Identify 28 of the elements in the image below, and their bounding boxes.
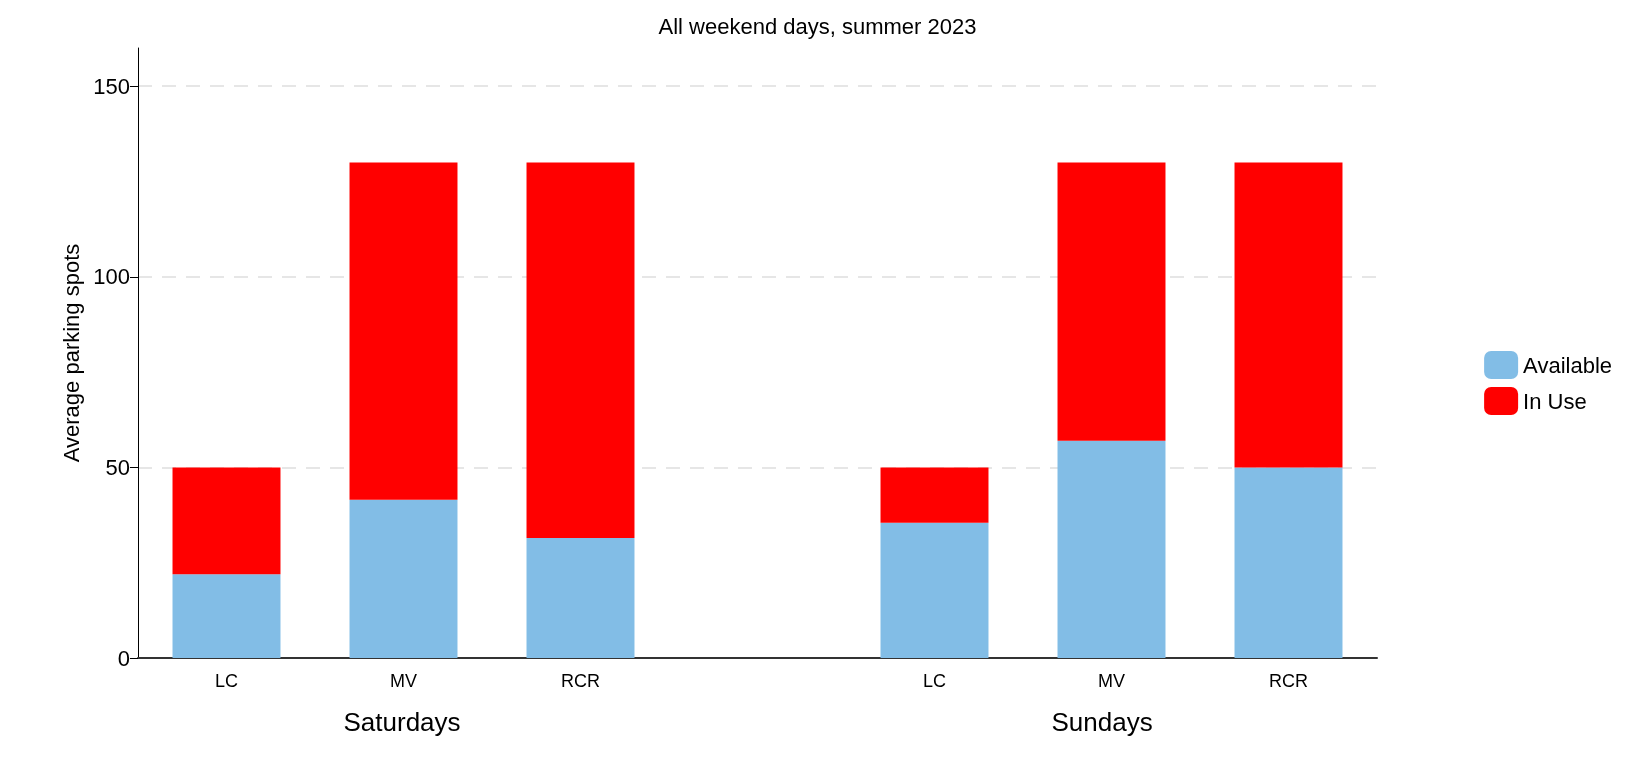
legend-label: In Use	[1523, 388, 1587, 414]
bar	[349, 162, 458, 500]
bar	[172, 574, 281, 658]
x-tick-label: RCR	[561, 671, 600, 691]
y-tick-label: 50	[105, 454, 130, 480]
bar	[526, 537, 635, 658]
x-tick-label: LC	[214, 671, 239, 691]
bar	[880, 467, 989, 523]
bar	[349, 499, 458, 658]
chart-title: All weekend days, summer 2023	[658, 13, 977, 39]
bar	[880, 522, 989, 658]
bar	[526, 162, 635, 538]
y-tick-label: 0	[117, 645, 130, 671]
bar	[1057, 440, 1166, 658]
x-tick-label: LC	[922, 671, 947, 691]
x-tick-label: RCR	[1269, 671, 1308, 691]
text: Saturdays	[343, 707, 461, 737]
legend-label: Available	[1523, 352, 1613, 378]
bar	[172, 467, 281, 575]
text: Sundays	[1051, 707, 1153, 737]
y-tick-label: 150	[93, 73, 130, 99]
x-tick-label: MV	[390, 671, 417, 691]
x-tick-label: MV	[1098, 671, 1125, 691]
bar	[1234, 162, 1343, 468]
y-tick-label: 100	[93, 264, 130, 290]
y-axis-title: Average parking spots	[58, 243, 84, 463]
bar	[1057, 162, 1166, 441]
bar	[1234, 467, 1343, 658]
